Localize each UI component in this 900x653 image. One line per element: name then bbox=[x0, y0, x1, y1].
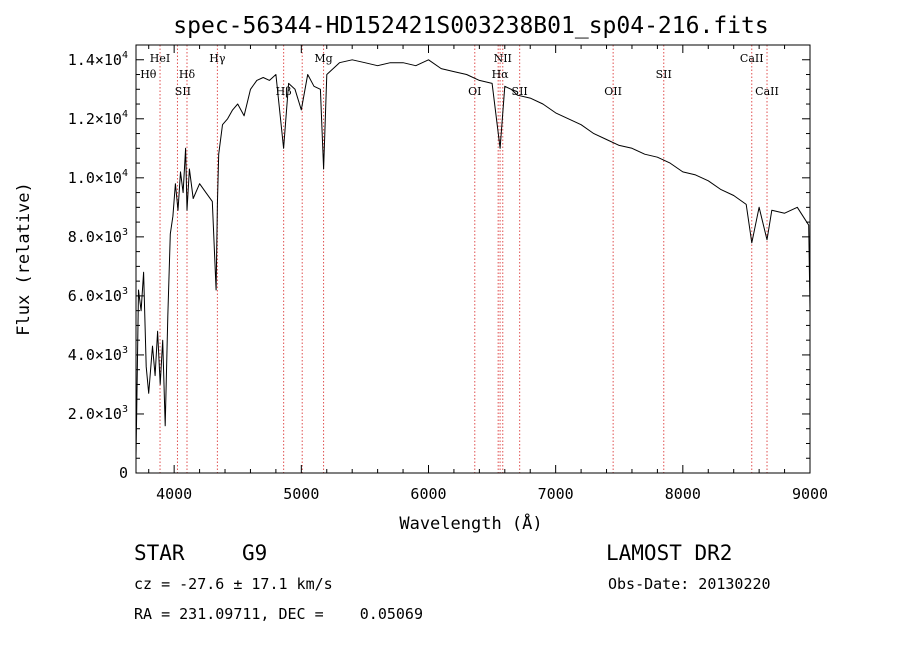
obs-date: Obs-Date: 20130220 bbox=[608, 575, 771, 593]
survey-name: LAMOST DR2 bbox=[606, 541, 732, 565]
marker-label-3: SII bbox=[175, 85, 191, 98]
chart-title: spec-56344-HD152421S003238B01_sp04-216.f… bbox=[173, 13, 768, 39]
y-tick-label-0: 0 bbox=[119, 464, 128, 482]
spectrum-line-0 bbox=[135, 59, 811, 459]
x-tick-label-4000: 4000 bbox=[156, 485, 192, 503]
marker-label-1: Hθ bbox=[140, 68, 157, 81]
marker-label-10: SII bbox=[512, 85, 528, 98]
plot-frame bbox=[135, 44, 811, 474]
redshift-cz: cz = -27.6 ± 17.1 km/s bbox=[134, 575, 333, 593]
y-tick-label-8000: 8.0×103 bbox=[68, 227, 128, 246]
marker-label-4: Hγ bbox=[209, 52, 226, 65]
marker-label-5: Mg bbox=[314, 52, 332, 65]
object-type: STAR bbox=[134, 541, 185, 565]
x-tick-label-9000: 9000 bbox=[792, 485, 828, 503]
marker-label-8: Hα bbox=[492, 68, 510, 81]
y-axis-ticks: 0 2.0×103 4.0×103 6.0×103 8.0×103 1.0×104 1.2×… bbox=[68, 50, 810, 482]
marker-label-14: CaII bbox=[755, 85, 779, 98]
marker-label-2: Hδ bbox=[179, 68, 196, 81]
marker-label-12: SII bbox=[656, 68, 672, 81]
y-tick-label-14000: 1.4×104 bbox=[68, 50, 128, 69]
y-tick-label-2000: 2.0×103 bbox=[68, 404, 128, 423]
ra-dec-coords: RA = 231.09711, DEC = 0.05069 bbox=[134, 605, 423, 623]
marker-label-9: OI bbox=[468, 85, 481, 98]
x-tick-label-5000: 5000 bbox=[283, 485, 319, 503]
spectrum-series bbox=[135, 59, 811, 459]
x-axis-label: Wavelength (Å) bbox=[399, 512, 542, 534]
spectral-class: G9 bbox=[242, 541, 267, 565]
y-axis-label: Flux (relative) bbox=[14, 182, 34, 336]
emission-line-markers bbox=[159, 45, 768, 473]
x-tick-label-6000: 6000 bbox=[410, 485, 446, 503]
y-tick-label-12000: 1.2×104 bbox=[68, 109, 128, 128]
y-tick-label-4000: 4.0×103 bbox=[68, 345, 128, 364]
marker-label-0: HeI bbox=[150, 52, 170, 65]
x-tick-label-8000: 8000 bbox=[665, 485, 701, 503]
y-tick-label-6000: 6.0×103 bbox=[68, 286, 128, 305]
marker-label-13: CaII bbox=[740, 52, 764, 65]
y-tick-label-10000: 1.0×104 bbox=[68, 168, 128, 187]
x-tick-label-7000: 7000 bbox=[538, 485, 574, 503]
marker-label-7: NII bbox=[494, 52, 512, 65]
marker-label-11: OII bbox=[604, 85, 622, 98]
x-axis-ticks: 4000 5000 6000 7000 8000 9000 bbox=[148, 45, 828, 503]
